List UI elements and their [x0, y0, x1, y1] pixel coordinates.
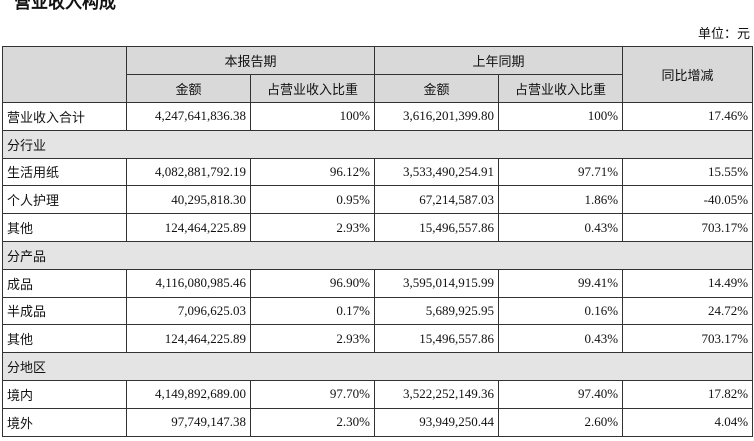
cell: 5,689,925.95 [374, 296, 500, 326]
header-cell [2, 46, 127, 103]
cell: 124,464,225.89 [126, 213, 251, 242]
cell: 0.17% [249, 296, 376, 326]
header-cell: 上年同期 [374, 46, 624, 75]
cell: 0.43% [498, 324, 624, 354]
data-row: 营业收入合计 4,247,641,836.38 100% 3,616,201,399.… [2, 102, 754, 131]
cell: 7,096,625.03 [126, 296, 251, 326]
row-label: 生活用纸 [2, 157, 127, 187]
cell: 3,616,201,399.80 [374, 102, 500, 131]
row-label: 半成品 [2, 296, 127, 326]
data-row: 半成品 7,096,625.03 0.17% 5,689,925.95 0.16% 24.… [2, 296, 754, 326]
header-cell: 同比增减 [622, 46, 754, 103]
header-cell: 本报告期 [125, 46, 376, 75]
cell: 4,082,881,792.19 [126, 157, 251, 187]
cell: 0.16% [498, 296, 624, 326]
row-label: 境内 [2, 379, 127, 409]
cell: 3,533,490,254.91 [374, 157, 500, 187]
header-cell: 金额 [126, 74, 251, 103]
section-label: 分地区 [1, 352, 754, 381]
cell: 1.86% [498, 185, 624, 215]
cell: 0.95% [249, 185, 376, 215]
cell: 4,247,641,836.38 [126, 102, 251, 131]
cell: 24.72% [622, 296, 754, 326]
cell: 17.46% [622, 102, 754, 131]
row-label: 营业收入合计 [2, 102, 127, 131]
cell: 15,496,557.86 [374, 213, 500, 242]
cell: 4.04% [622, 407, 754, 437]
cell: 97.40% [498, 379, 624, 409]
row-label: 其他 [2, 213, 127, 242]
cell: 703.17% [622, 213, 754, 242]
cell: 0.43% [498, 213, 624, 242]
cell: 97.71% [498, 157, 624, 187]
data-row: 个人护理 40,295,818.30 0.95% 67,214,587.03 1.86%… [2, 185, 754, 215]
cell: 2.93% [249, 213, 376, 242]
data-row: 成品 4,116,080,985.46 96.90% 3,595,014,915.99… [2, 268, 754, 298]
title: 营业收入构成 [14, 0, 116, 13]
cell: 17.82% [622, 379, 754, 409]
row-label: 境外 [2, 407, 127, 437]
cell: 2.93% [249, 324, 376, 354]
cell: 4,116,080,985.46 [126, 268, 251, 298]
data-row: 境内 4,149,892,689.00 97.70% 3,522,252,149.36… [2, 379, 754, 409]
cell: 97,749,147.38 [126, 407, 251, 437]
section-label: 分行业 [1, 129, 754, 159]
cell: 100% [249, 102, 376, 131]
cell: 67,214,587.03 [374, 185, 500, 215]
data-row: 其他 124,464,225.89 2.93% 15,496,557.86 0.43% 7… [2, 324, 754, 354]
cell: 97.70% [249, 379, 376, 409]
header-row: 本报告期 上年同期 同比增减 [2, 46, 754, 103]
header-row: 金额 占营业收入比重 金额 占营业收入比重 [3, 74, 753, 103]
revenue-table: 本报告期 上年同期 同比增减 金额 占营业收入比重 金额 占营业收入比重 营业收… [1, 46, 754, 437]
cell: 2.30% [249, 407, 376, 437]
row-label: 成品 [2, 268, 127, 298]
section-row: 分产品 [1, 240, 754, 270]
cell: 96.12% [249, 157, 376, 187]
header-cell: 占营业收入比重 [249, 74, 376, 103]
table-body: 本报告期 上年同期 同比增减 金额 占营业收入比重 金额 占营业收入比重 营业收… [1, 46, 754, 437]
cell: 99.41% [498, 268, 624, 298]
cell: 2.60% [498, 407, 624, 437]
data-row: 境外 97,749,147.38 2.30% 93,949,250.44 2.60% 4.… [2, 407, 754, 437]
unit: 单位：元 [697, 26, 750, 41]
row-label: 其他 [2, 324, 127, 354]
section-row: 分行业 [1, 129, 754, 159]
data-row: 其他 124,464,225.89 2.93% 15,496,557.86 0.43% 7… [2, 213, 754, 242]
section-label: 分产品 [1, 240, 754, 270]
cell: 15,496,557.86 [374, 324, 500, 354]
cell: 93,949,250.44 [374, 407, 500, 437]
row-label: 个人护理 [2, 185, 127, 215]
cell: 40,295,818.30 [126, 185, 251, 215]
cell: 96.90% [249, 268, 376, 298]
cell: 14.49% [622, 268, 754, 298]
cell: 4,149,892,689.00 [126, 379, 251, 409]
cell: 15.55% [622, 157, 754, 187]
section-row: 分地区 [1, 352, 754, 381]
header-cell: 金额 [374, 74, 500, 103]
cell: 124,464,225.89 [126, 324, 251, 354]
cell: 703.17% [622, 324, 754, 354]
header-cell: 占营业收入比重 [498, 74, 624, 103]
cell: 3,595,014,915.99 [374, 268, 500, 298]
cell: 3,522,252,149.36 [374, 379, 500, 409]
cell: -40.05% [622, 185, 754, 215]
cell: 100% [498, 102, 624, 131]
data-row: 生活用纸 4,082,881,792.19 96.12% 3,533,490,254.… [2, 157, 754, 187]
